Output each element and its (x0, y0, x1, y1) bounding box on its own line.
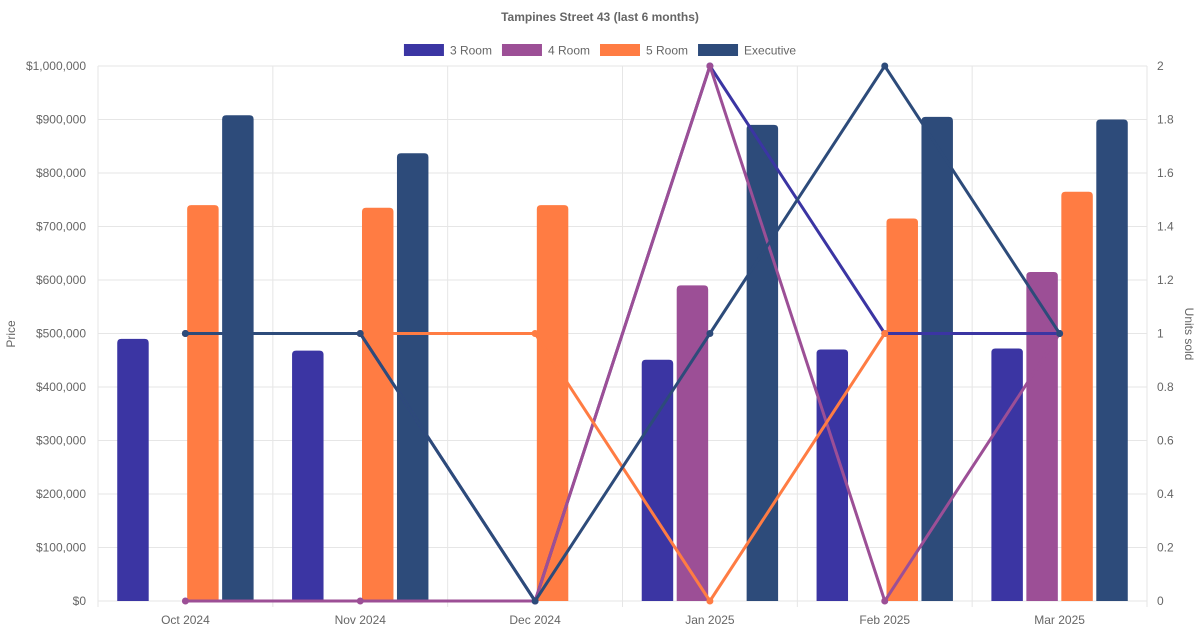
y2-tick-label: 0.6 (1157, 434, 1174, 448)
legend-item-4-room[interactable]: 4 Room (501, 44, 590, 58)
y-tick-label: $400,000 (36, 380, 86, 394)
y2-tick-label: 0.2 (1157, 541, 1174, 555)
point-executive (356, 330, 364, 337)
y-axis-right: 0 0.2 0.4 0.6 0.8 1 1.2 1.4 1.6 1.8 2 (1157, 59, 1174, 608)
x-tick-label: Nov 2024 (335, 613, 387, 627)
bar-3-room (641, 359, 674, 601)
x-tick-label: Feb 2025 (859, 613, 910, 627)
legend-label: 4 Room (548, 44, 590, 58)
legend-swatch (698, 44, 739, 56)
y2-tick-label: 1 (1157, 327, 1164, 341)
bar-4-room (1026, 271, 1058, 601)
legend-swatch (600, 44, 640, 56)
line-4-room (185, 64, 1061, 603)
point-executive (881, 62, 889, 70)
y2-axis-title: Units sold (1182, 308, 1196, 361)
legend-item-executive[interactable]: Executive (698, 44, 796, 58)
y2-tick-label: 1.8 (1157, 113, 1174, 127)
x-tick-label: Dec 2024 (509, 613, 561, 627)
y2-tick-label: 0 (1157, 594, 1164, 608)
y2-tick-label: 1.4 (1157, 220, 1174, 234)
x-tick-label: Mar 2025 (1034, 613, 1085, 627)
bar-executive (1096, 119, 1128, 601)
point-4-room (356, 597, 364, 605)
point-executive (706, 330, 714, 337)
y-tick-label: $300,000 (36, 434, 86, 448)
legend-item-5-room[interactable]: 5 Room (600, 44, 688, 58)
y-tick-label: $600,000 (36, 273, 86, 287)
point-5-room (531, 330, 539, 337)
x-axis: Oct 2024 Nov 2024 Dec 2024 Jan 2025 Feb 2025… (161, 613, 1085, 627)
bar-5-room (1061, 191, 1093, 601)
legend-label: 3 Room (450, 44, 492, 58)
y-tick-label: $900,000 (36, 113, 86, 127)
bar-5-room (536, 205, 569, 601)
point-executive (1056, 330, 1064, 337)
bars (117, 115, 1128, 601)
point-executive (181, 330, 189, 337)
point-4-room (181, 597, 189, 605)
bar-3-room (991, 348, 1023, 601)
y2-tick-label: 0.4 (1157, 487, 1174, 501)
legend-label: Executive (744, 44, 796, 58)
y2-tick-label: 2 (1157, 59, 1164, 73)
legend-swatch (403, 44, 444, 56)
legend: 3 Room 4 Room 5 Room Executive (403, 44, 796, 58)
bar-4-room (676, 285, 709, 601)
bar-5-room (886, 218, 918, 601)
y-tick-label: $100,000 (36, 541, 86, 555)
point-4-room (706, 62, 714, 70)
bar-executive (222, 115, 254, 601)
y-tick-label: $500,000 (36, 327, 86, 341)
y-axis-title: Price (4, 320, 18, 348)
bar-executive (921, 116, 953, 601)
y-tick-label: $800,000 (36, 166, 86, 180)
y2-tick-label: 1.6 (1157, 166, 1174, 180)
x-tick-label: Oct 2024 (161, 613, 210, 627)
y-tick-label: $700,000 (36, 220, 86, 234)
y-axis-left: $0 $100,000 $200,000 $300,000 $400,000 $500,0… (26, 59, 86, 608)
legend-item-3-room[interactable]: 3 Room (403, 44, 492, 58)
line-5-room (185, 332, 887, 603)
y-tick-label: $200,000 (36, 487, 86, 501)
y2-tick-label: 0.8 (1157, 380, 1174, 394)
y-tick-label: $1,000,000 (26, 59, 86, 73)
y-tick-label: $0 (73, 594, 87, 608)
line-executive (185, 64, 1061, 603)
bar-5-room (187, 205, 219, 601)
bar-executive (396, 153, 429, 601)
point-executive (531, 597, 539, 605)
point-5-room (881, 330, 889, 337)
lines (181, 62, 1064, 605)
x-tick-label: Jan 2025 (685, 613, 735, 627)
chart-title: Tampines Street 43 (last 6 months) (501, 10, 699, 24)
legend-label: 5 Room (646, 44, 688, 58)
legend-swatch (501, 44, 542, 56)
bar-5-room (361, 207, 394, 601)
y2-tick-label: 1.2 (1157, 273, 1174, 287)
point-4-room (881, 597, 889, 605)
point-5-room (706, 597, 714, 605)
bar-3-room (117, 338, 149, 601)
bar-3-room (292, 350, 324, 601)
